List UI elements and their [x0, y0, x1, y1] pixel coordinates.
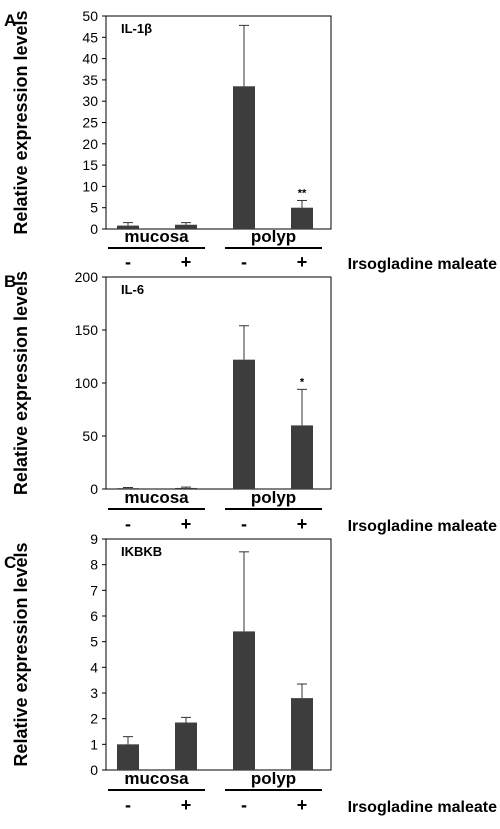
bar: [233, 631, 255, 770]
y-tick-label: 50: [82, 8, 98, 24]
treatment-label: Irsogladine maleate: [348, 518, 497, 535]
group-label: mucosa: [124, 488, 189, 507]
bar: [233, 86, 255, 229]
y-tick-label: 200: [75, 269, 99, 285]
panel-a: A 0 5 10 15 20 25 30 35 40 45 50 IL-1β Relative expre…: [4, 8, 497, 273]
y-tick-label: 50: [82, 428, 98, 444]
condition-sign: -: [125, 252, 131, 272]
panel-label: B: [4, 272, 16, 291]
y-tick-label: 15: [82, 157, 98, 173]
condition-sign: +: [297, 514, 308, 534]
panel-b: B 0 50 100 150 200 IL-6 Relative expression lev…: [4, 269, 497, 535]
gene-label: IL-6: [121, 282, 144, 297]
bar: [291, 698, 313, 770]
group-label: mucosa: [124, 769, 189, 788]
bar: [175, 224, 197, 229]
y-axis-title: Relative expression levels: [11, 10, 31, 234]
panel-label: C: [4, 553, 16, 572]
significance-marker: **: [298, 187, 307, 199]
condition-sign: +: [297, 795, 308, 815]
y-tick-label: 35: [82, 72, 98, 88]
condition-sign: -: [125, 514, 131, 534]
y-tick-label: 7: [90, 582, 98, 598]
condition-sign: -: [125, 795, 131, 815]
y-tick-label: 40: [82, 51, 98, 67]
treatment-label: Irsogladine maleate: [348, 256, 497, 273]
bar: [117, 488, 139, 489]
bar: [291, 425, 313, 489]
bar: [117, 744, 139, 770]
panel-label: A: [4, 11, 16, 30]
y-tick-label: 2: [90, 711, 98, 727]
y-tick-label: 150: [75, 322, 99, 338]
y-axis-title: Relative expression levels: [11, 271, 31, 495]
group-label: mucosa: [124, 227, 189, 246]
bar: [233, 359, 255, 489]
condition-sign: +: [297, 252, 308, 272]
gene-label: IL-1β: [121, 21, 152, 36]
y-tick-label: 6: [90, 608, 98, 624]
y-tick-label: 3: [90, 685, 98, 701]
y-tick-label: 0: [90, 481, 98, 497]
bar: [291, 207, 313, 229]
y-tick-label: 5: [90, 634, 98, 650]
y-axis-title: Relative expression levels: [11, 542, 31, 766]
bar: [175, 487, 197, 489]
y-tick-label: 0: [90, 762, 98, 778]
group-label: polyp: [251, 488, 296, 507]
group-label: polyp: [251, 769, 296, 788]
plot-frame: [105, 538, 332, 771]
y-tick-label: 8: [90, 557, 98, 573]
condition-sign: -: [241, 795, 247, 815]
condition-sign: +: [181, 795, 192, 815]
y-tick-label: 100: [75, 375, 99, 391]
significance-marker: *: [300, 376, 305, 388]
y-tick-label: 5: [90, 200, 98, 216]
condition-sign: -: [241, 514, 247, 534]
condition-sign: +: [181, 514, 192, 534]
y-tick-label: 25: [82, 115, 98, 131]
y-tick-label: 9: [90, 531, 98, 547]
y-tick-label: 0: [90, 221, 98, 237]
bar: [175, 722, 197, 770]
bar: [117, 225, 139, 229]
y-tick-label: 4: [90, 659, 98, 675]
gene-label: IKBKB: [121, 544, 162, 559]
y-tick-label: 20: [82, 136, 98, 152]
panel-c: C 0 1 2 3 4 5 6 7 8 9 IKBKB Relative expression leve…: [4, 531, 497, 816]
y-tick-label: 30: [82, 93, 98, 109]
treatment-label: Irsogladine maleate: [348, 799, 497, 816]
y-tick-label: 45: [82, 29, 98, 45]
y-tick-label: 10: [82, 178, 98, 194]
condition-sign: -: [241, 252, 247, 272]
group-label: polyp: [251, 227, 296, 246]
y-tick-label: 1: [90, 736, 98, 752]
condition-sign: +: [181, 252, 192, 272]
